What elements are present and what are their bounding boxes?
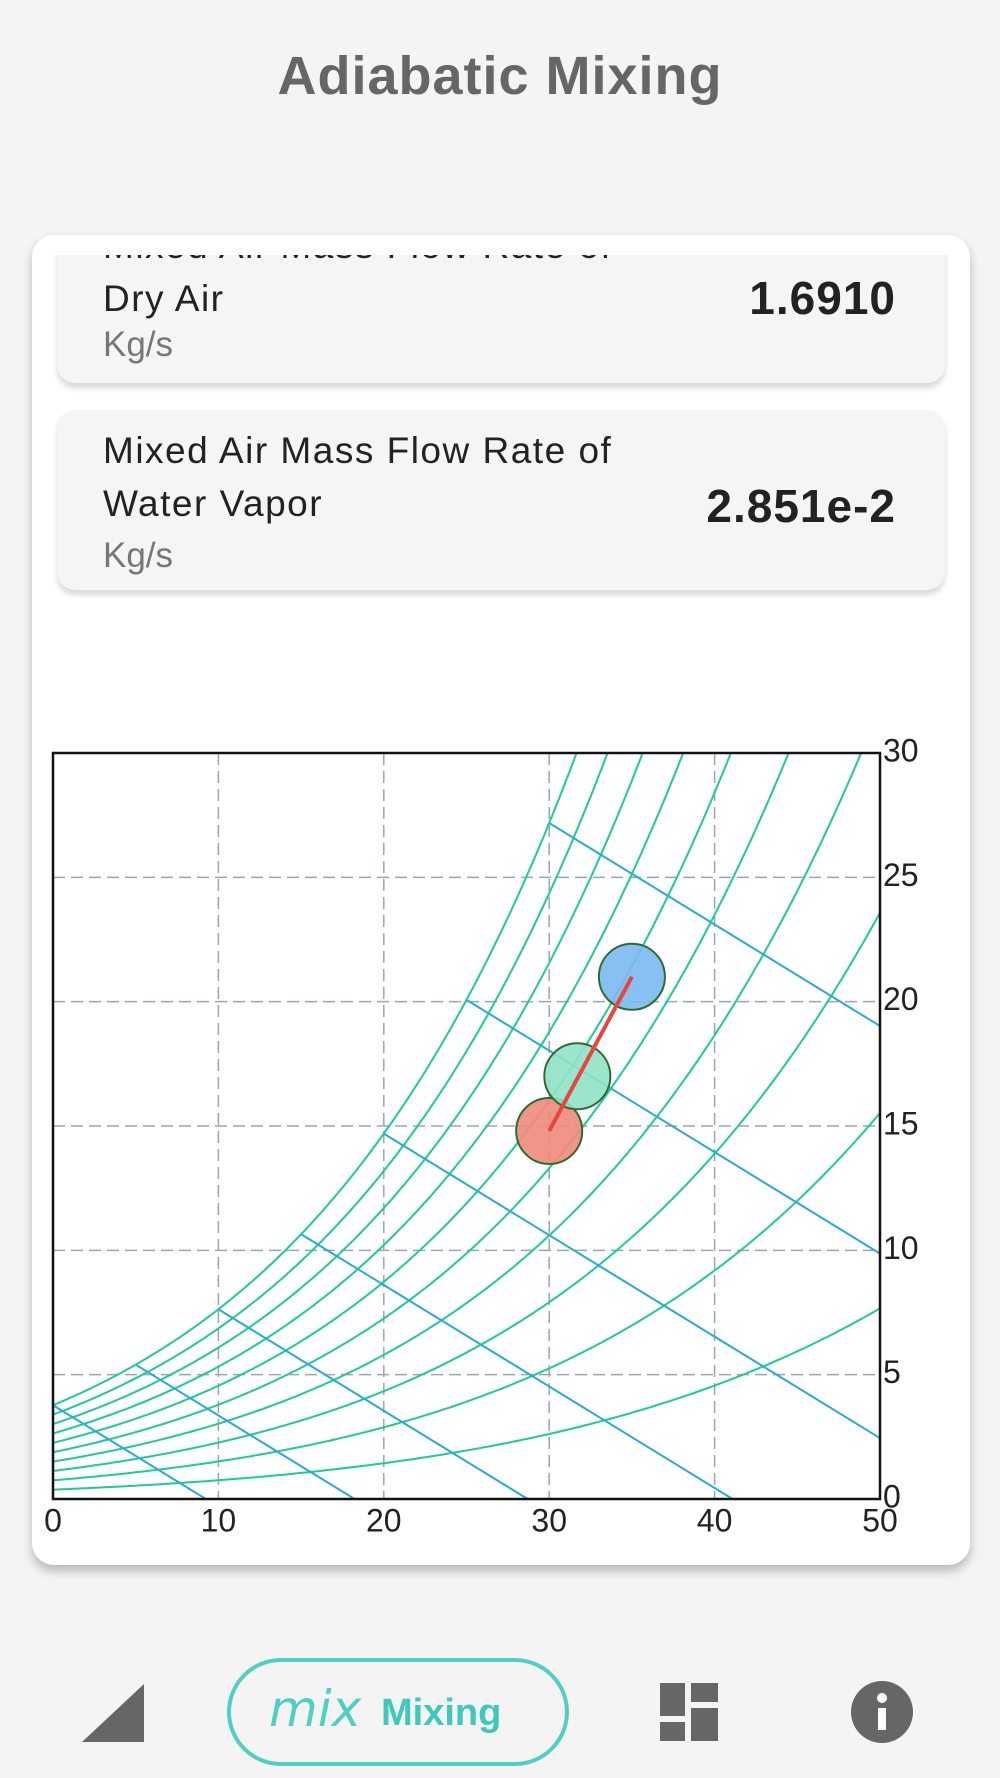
x-tick-label: 40 (697, 1502, 733, 1538)
card-unit: Kg/s (103, 536, 174, 575)
scroll-area: Mixed Air Mass Flow Rate of Dry Air 1.69… (32, 255, 970, 1535)
rh-curve (53, 753, 578, 1407)
mixing-tab[interactable]: mix Mixing (227, 1658, 569, 1766)
mix-icon: mix (269, 1680, 362, 1738)
card-value: 2.851e-2 (706, 480, 896, 532)
y-tick-label: 25 (883, 857, 919, 893)
wet-bulb-line (135, 1363, 356, 1499)
y-tick-label: 20 (883, 981, 919, 1017)
rh-curve (53, 912, 880, 1472)
result-card: Mixed Air Mass Flow Rate of Dry Air 1.69… (57, 255, 945, 383)
card-unit: Kg/s (103, 325, 174, 364)
y-tick-label: 15 (883, 1105, 919, 1141)
wet-bulb-line (53, 1404, 207, 1499)
rh-curve (53, 753, 863, 1463)
card-value: 1.6910 (749, 272, 896, 324)
dashboard-icon[interactable] (660, 1683, 718, 1741)
rh-curve (53, 1307, 880, 1491)
x-tick-label: 30 (531, 1502, 567, 1538)
rh-curve (53, 753, 644, 1426)
mixing-line (547, 975, 634, 1132)
y-tick-label: 5 (883, 1354, 901, 1390)
wet-bulb-line (217, 1308, 529, 1499)
x-tick-label: 50 (862, 1502, 898, 1538)
plot-frame (51, 751, 882, 1501)
y-tick-label: 30 (883, 732, 919, 768)
chart-nav-icon[interactable] (78, 1682, 148, 1744)
rh-curve (53, 1112, 880, 1482)
card-label: Mixed Air Mass Flow Rate of Dry Air (103, 255, 611, 319)
tab-label: Mixing (381, 1692, 502, 1734)
wet-bulb-line (715, 285, 1000, 1499)
page-title: Adiabatic Mixing (277, 46, 723, 106)
rh-curve (53, 753, 685, 1435)
wet-bulb-line (548, 822, 880, 1028)
card-label: Mixed Air Mass Flow Rate of Water Vapor (103, 430, 613, 524)
info-icon[interactable] (851, 1681, 913, 1743)
wet-bulb-line (632, 590, 1000, 1499)
result-card: Mixed Air Mass Flow Rate of Water Vapor … (57, 410, 945, 590)
rh-curve (53, 753, 609, 1416)
rh-curve (53, 753, 732, 1444)
x-tick-label: 20 (366, 1502, 402, 1538)
x-tick-label: 10 (201, 1502, 237, 1538)
wet-bulb-line (300, 1233, 734, 1499)
rh-curve (53, 753, 790, 1454)
x-tick-label: 0 (44, 1502, 62, 1538)
y-tick-label: 0 (883, 1478, 901, 1514)
y-tick-label: 10 (883, 1230, 919, 1266)
